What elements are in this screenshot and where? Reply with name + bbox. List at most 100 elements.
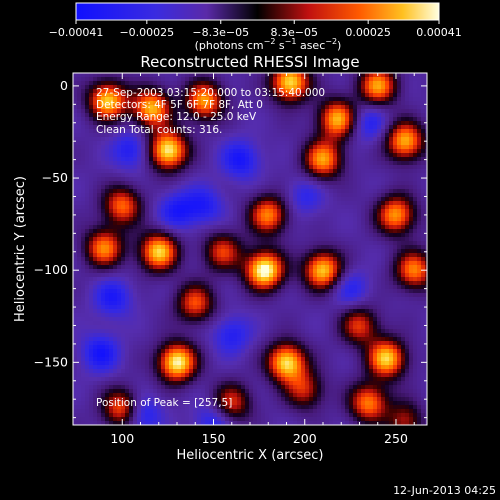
heatmap-cell: [181, 161, 186, 166]
heatmap-cell: [417, 201, 422, 206]
heatmap-cell: [249, 81, 254, 86]
heatmap-cell: [165, 193, 170, 198]
heatmap-cell: [361, 289, 366, 294]
heatmap-cell: [245, 229, 250, 234]
heatmap-cell: [321, 109, 326, 114]
heatmap-cell: [373, 161, 378, 166]
heatmap-cell: [149, 137, 154, 142]
heatmap-cell: [101, 273, 106, 278]
heatmap-cell: [361, 293, 366, 298]
heatmap-cell: [369, 209, 374, 214]
heatmap-cell: [373, 293, 378, 298]
heatmap-cell: [285, 237, 290, 242]
heatmap-cell: [201, 245, 206, 250]
heatmap-cell: [349, 97, 354, 102]
heatmap-cell: [105, 217, 110, 222]
heatmap-cell: [173, 81, 178, 86]
heatmap-cell: [361, 269, 366, 274]
heatmap-cell: [377, 237, 382, 242]
heatmap-cell: [289, 121, 294, 126]
heatmap-cell: [421, 77, 426, 82]
heatmap-cell: [121, 97, 126, 102]
heatmap-cell: [381, 201, 386, 206]
heatmap-cell: [409, 165, 414, 170]
heatmap-cell: [97, 213, 102, 218]
heatmap-cell: [417, 257, 422, 262]
heatmap-cell: [189, 117, 194, 122]
heatmap-cell: [133, 105, 138, 110]
heatmap-cell: [249, 201, 254, 206]
heatmap-cell: [73, 241, 78, 246]
heatmap-cell: [153, 225, 158, 230]
heatmap-cell: [185, 233, 190, 238]
heatmap-cell: [293, 269, 298, 274]
heatmap-cell: [297, 237, 302, 242]
heatmap-cell: [373, 125, 378, 130]
heatmap-cell: [149, 117, 154, 122]
heatmap-cell: [109, 169, 114, 174]
heatmap-cell: [221, 209, 226, 214]
heatmap-cell: [409, 269, 414, 274]
heatmap-cell: [349, 245, 354, 250]
heatmap-cell: [161, 73, 166, 78]
heatmap-cell: [285, 185, 290, 190]
heatmap-cell: [357, 293, 362, 298]
heatmap-cell: [413, 117, 418, 122]
heatmap-cell: [313, 205, 318, 210]
heatmap-cell: [105, 277, 110, 282]
heatmap-cell: [353, 193, 358, 198]
heatmap-cell: [105, 281, 110, 286]
heatmap-cell: [277, 181, 282, 186]
heatmap-cell: [309, 237, 314, 242]
heatmap-cell: [93, 205, 98, 210]
heatmap-cell: [241, 141, 246, 146]
heatmap-cell: [121, 169, 126, 174]
heatmap-cell: [133, 209, 138, 214]
heatmap-cell: [109, 141, 114, 146]
heatmap-cell: [365, 185, 370, 190]
heatmap-cell: [233, 213, 238, 218]
heatmap-cell: [277, 237, 282, 242]
heatmap-cell: [265, 257, 270, 262]
heatmap-cell: [297, 73, 302, 78]
heatmap-cell: [201, 281, 206, 286]
heatmap-cell: [393, 233, 398, 238]
heatmap-cell: [125, 177, 130, 182]
heatmap-cell: [173, 289, 178, 294]
heatmap-cell: [405, 133, 410, 138]
heatmap-cell: [113, 101, 118, 106]
heatmap-cell: [241, 221, 246, 226]
heatmap-cell: [305, 149, 310, 154]
heatmap-cell: [393, 217, 398, 222]
heatmap-cell: [129, 177, 134, 182]
heatmap-cell: [133, 77, 138, 82]
heatmap-cell: [225, 273, 230, 278]
heatmap-cell: [93, 209, 98, 214]
heatmap-cell: [425, 169, 427, 174]
heatmap-cell: [189, 173, 194, 178]
heatmap-cell: [241, 81, 246, 86]
heatmap-cell: [169, 233, 174, 238]
heatmap-cell: [173, 257, 178, 262]
heatmap-cell: [389, 217, 394, 222]
heatmap-cell: [149, 233, 154, 238]
heatmap-cell: [337, 129, 342, 134]
heatmap-cell: [413, 137, 418, 142]
heatmap-cell: [253, 77, 258, 82]
heatmap-cell: [161, 153, 166, 158]
heatmap-cell: [377, 81, 382, 86]
heatmap-cell: [385, 97, 390, 102]
heatmap-cell: [389, 237, 394, 242]
heatmap-cell: [205, 101, 210, 106]
heatmap-cell: [109, 245, 114, 250]
heatmap-cell: [249, 149, 254, 154]
heatmap-cell: [217, 141, 222, 146]
heatmap-cell: [133, 249, 138, 254]
heatmap-cell: [313, 141, 318, 146]
heatmap-cell: [205, 173, 210, 178]
heatmap-cell: [245, 129, 250, 134]
heatmap-cell: [109, 85, 114, 90]
heatmap-cell: [113, 109, 118, 114]
heatmap-cell: [257, 285, 262, 290]
heatmap-cell: [81, 97, 86, 102]
